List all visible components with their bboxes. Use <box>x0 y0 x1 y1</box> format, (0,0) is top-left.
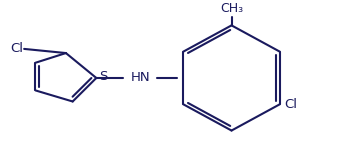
Text: Cl: Cl <box>284 98 297 111</box>
Text: HN: HN <box>130 72 150 85</box>
Text: CH₃: CH₃ <box>220 2 243 15</box>
Text: S: S <box>99 70 108 84</box>
Text: Cl: Cl <box>10 42 23 55</box>
